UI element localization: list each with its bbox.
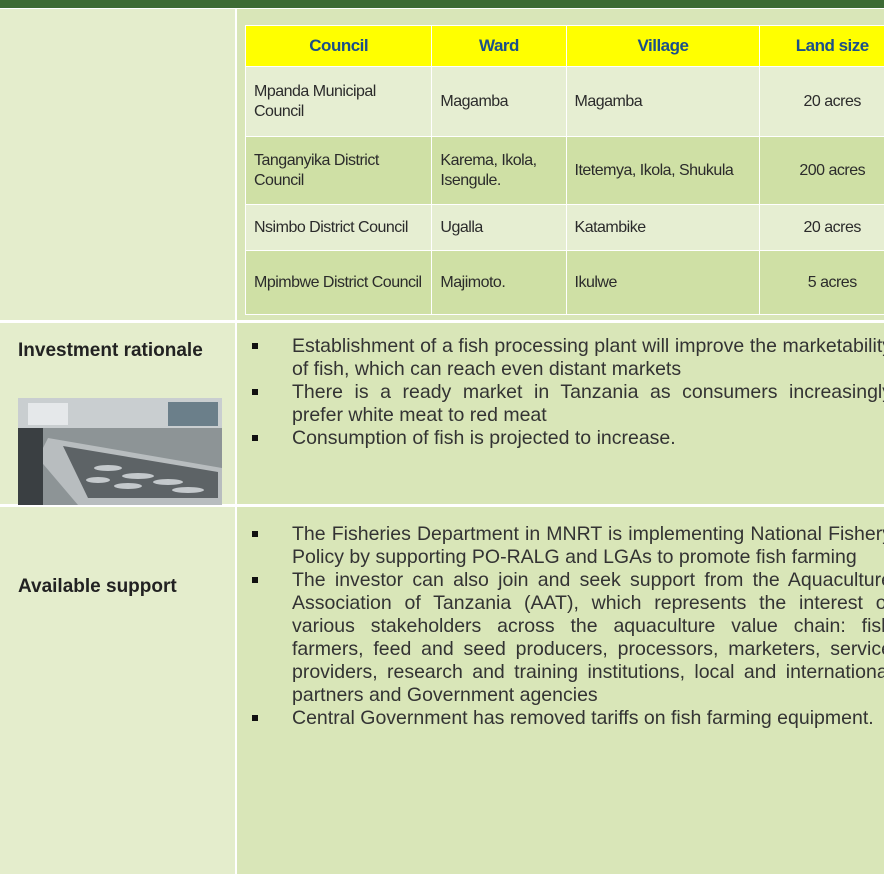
table-cell: 5 acres [759,250,884,315]
table-cell: 20 acres [759,66,884,137]
table-row: Mpimbwe District Council Majimoto. Ikulwe 5… [244,250,884,315]
table-cell: 200 acres [759,136,884,205]
section-label: Available support [18,576,177,597]
table-cell: Magamba [565,66,761,137]
left-cell [0,9,235,320]
column-header: Council [244,25,433,67]
bullet-item: Consumption of fish is projected to incr… [250,427,884,450]
bullet-list: Establishment of a fish processing plant… [250,335,884,450]
table-cell: Mpanda Municipal Council [244,66,433,137]
section-body: Establishment of a fish processing plant… [237,323,884,504]
table-cell: Ikulwe [565,250,761,315]
table-cell: 20 acres [759,204,884,251]
table-cell: Itetemya, Ikola, Shukula [565,136,761,205]
table-cell: Karema, Ikola, Isengule. [431,136,567,205]
bullet-list: The Fisheries Department in MNRT is impl… [250,523,884,730]
header-bar [0,0,884,8]
column-header: Land size [759,25,884,67]
table-cell: Magamba [431,66,567,137]
bullet-item: Establishment of a fish processing plant… [250,335,884,381]
bullet-item: The investor can also join and seek supp… [250,569,884,707]
bullet-item: There is a ready market in Tanzania as c… [250,381,884,427]
table-cell: Majimoto. [431,250,567,315]
table-header: Council Ward Village Land size [244,25,884,67]
section-body: The Fisheries Department in MNRT is impl… [237,507,884,874]
section-label: Investment rationale [18,340,203,361]
land-table: Council Ward Village Land size Mpanda Munic… [244,25,884,315]
photo [18,398,222,505]
table-row: Tanganyika District Council Karema, Ikola… [244,136,884,205]
left-cell: Available support [0,507,235,874]
table-cell: Tanganyika District Council [244,136,433,205]
table-cell: Katambike [565,204,761,251]
table-cell: Nsimbo District Council [244,204,433,251]
table-row: Mpanda Municipal Council Magamba Magamba 20… [244,66,884,137]
bullet-item: The Fisheries Department in MNRT is impl… [250,523,884,569]
table-cell: Mpimbwe District Council [244,250,433,315]
bullet-item: Central Government has removed tariffs o… [250,707,884,730]
table-row: Nsimbo District Council Ugalla Katambike 20… [244,204,884,251]
column-header: Ward [431,25,567,67]
column-header: Village [565,25,761,67]
table-cell: Ugalla [431,204,567,251]
table-cell: Council Ward Village Land size Mpanda Munic… [237,9,884,320]
